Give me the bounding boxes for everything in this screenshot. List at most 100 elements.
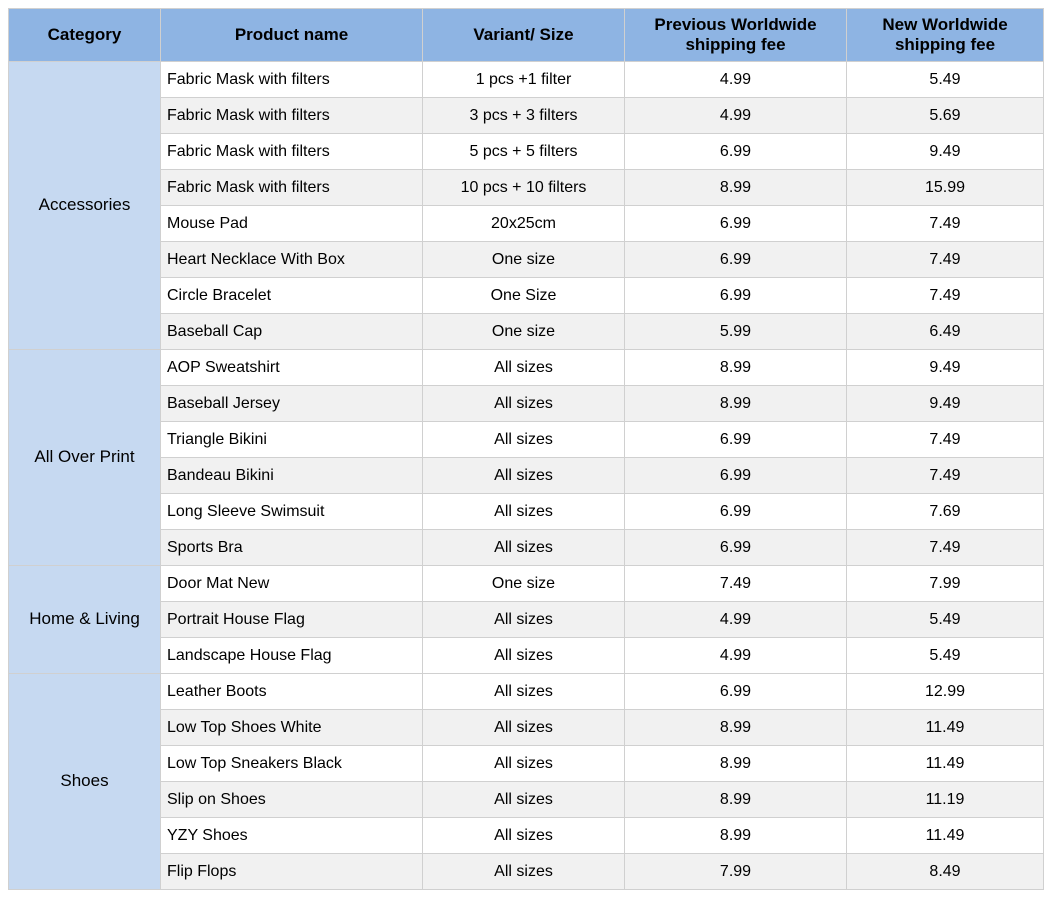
- variant-cell: All sizes: [423, 854, 625, 890]
- product-cell: Leather Boots: [161, 674, 423, 710]
- variant-cell: All sizes: [423, 674, 625, 710]
- product-cell: Mouse Pad: [161, 206, 423, 242]
- variant-cell: All sizes: [423, 422, 625, 458]
- product-cell: Portrait House Flag: [161, 602, 423, 638]
- new-fee-cell: 9.49: [847, 134, 1044, 170]
- prev-fee-cell: 6.99: [625, 458, 847, 494]
- table-row: Baseball CapOne size5.996.49: [9, 314, 1044, 350]
- table-row: Long Sleeve SwimsuitAll sizes6.997.69: [9, 494, 1044, 530]
- new-fee-cell: 7.49: [847, 278, 1044, 314]
- table-row: Low Top Shoes WhiteAll sizes8.9911.49: [9, 710, 1044, 746]
- table-row: YZY ShoesAll sizes8.9911.49: [9, 818, 1044, 854]
- new-fee-cell: 6.49: [847, 314, 1044, 350]
- prev-fee-cell: 4.99: [625, 602, 847, 638]
- product-cell: YZY Shoes: [161, 818, 423, 854]
- new-fee-cell: 15.99: [847, 170, 1044, 206]
- product-cell: Baseball Jersey: [161, 386, 423, 422]
- category-cell: Accessories: [9, 62, 161, 350]
- variant-cell: 10 pcs + 10 filters: [423, 170, 625, 206]
- new-fee-cell: 7.69: [847, 494, 1044, 530]
- product-cell: Bandeau Bikini: [161, 458, 423, 494]
- new-fee-cell: 5.69: [847, 98, 1044, 134]
- table-row: All Over PrintAOP SweatshirtAll sizes8.9…: [9, 350, 1044, 386]
- product-cell: Fabric Mask with filters: [161, 62, 423, 98]
- product-cell: Circle Bracelet: [161, 278, 423, 314]
- prev-fee-cell: 6.99: [625, 494, 847, 530]
- variant-cell: 1 pcs +1 filter: [423, 62, 625, 98]
- product-cell: Triangle Bikini: [161, 422, 423, 458]
- col-header-0: Category: [9, 9, 161, 62]
- product-cell: Low Top Shoes White: [161, 710, 423, 746]
- product-cell: Fabric Mask with filters: [161, 170, 423, 206]
- prev-fee-cell: 7.49: [625, 566, 847, 602]
- variant-cell: All sizes: [423, 386, 625, 422]
- table-row: Bandeau BikiniAll sizes6.997.49: [9, 458, 1044, 494]
- prev-fee-cell: 8.99: [625, 782, 847, 818]
- product-cell: Fabric Mask with filters: [161, 134, 423, 170]
- prev-fee-cell: 8.99: [625, 818, 847, 854]
- variant-cell: All sizes: [423, 710, 625, 746]
- product-cell: Heart Necklace With Box: [161, 242, 423, 278]
- prev-fee-cell: 5.99: [625, 314, 847, 350]
- prev-fee-cell: 7.99: [625, 854, 847, 890]
- new-fee-cell: 7.49: [847, 206, 1044, 242]
- new-fee-cell: 12.99: [847, 674, 1044, 710]
- product-cell: Low Top Sneakers Black: [161, 746, 423, 782]
- variant-cell: One size: [423, 314, 625, 350]
- table-row: Home & LivingDoor Mat NewOne size7.497.9…: [9, 566, 1044, 602]
- shipping-fee-table: CategoryProduct nameVariant/ SizePreviou…: [8, 8, 1044, 890]
- prev-fee-cell: 6.99: [625, 530, 847, 566]
- variant-cell: All sizes: [423, 638, 625, 674]
- prev-fee-cell: 8.99: [625, 350, 847, 386]
- new-fee-cell: 5.49: [847, 602, 1044, 638]
- category-cell: Shoes: [9, 674, 161, 890]
- prev-fee-cell: 6.99: [625, 422, 847, 458]
- table-row: Landscape House FlagAll sizes4.995.49: [9, 638, 1044, 674]
- table-row: Triangle BikiniAll sizes6.997.49: [9, 422, 1044, 458]
- col-header-4: New Worldwideshipping fee: [847, 9, 1044, 62]
- product-cell: Long Sleeve Swimsuit: [161, 494, 423, 530]
- table-row: Heart Necklace With BoxOne size6.997.49: [9, 242, 1044, 278]
- variant-cell: 20x25cm: [423, 206, 625, 242]
- product-cell: Landscape House Flag: [161, 638, 423, 674]
- variant-cell: One Size: [423, 278, 625, 314]
- product-cell: Door Mat New: [161, 566, 423, 602]
- table-header: CategoryProduct nameVariant/ SizePreviou…: [9, 9, 1044, 62]
- variant-cell: All sizes: [423, 458, 625, 494]
- category-cell: All Over Print: [9, 350, 161, 566]
- table-row: Portrait House FlagAll sizes4.995.49: [9, 602, 1044, 638]
- prev-fee-cell: 6.99: [625, 278, 847, 314]
- new-fee-cell: 5.49: [847, 62, 1044, 98]
- product-cell: AOP Sweatshirt: [161, 350, 423, 386]
- new-fee-cell: 7.99: [847, 566, 1044, 602]
- prev-fee-cell: 6.99: [625, 242, 847, 278]
- new-fee-cell: 9.49: [847, 386, 1044, 422]
- table-row: AccessoriesFabric Mask with filters1 pcs…: [9, 62, 1044, 98]
- table-body: AccessoriesFabric Mask with filters1 pcs…: [9, 62, 1044, 890]
- variant-cell: 5 pcs + 5 filters: [423, 134, 625, 170]
- prev-fee-cell: 4.99: [625, 62, 847, 98]
- table-row: Sports BraAll sizes6.997.49: [9, 530, 1044, 566]
- product-cell: Baseball Cap: [161, 314, 423, 350]
- variant-cell: All sizes: [423, 602, 625, 638]
- variant-cell: All sizes: [423, 494, 625, 530]
- prev-fee-cell: 8.99: [625, 386, 847, 422]
- prev-fee-cell: 8.99: [625, 746, 847, 782]
- variant-cell: All sizes: [423, 782, 625, 818]
- new-fee-cell: 7.49: [847, 458, 1044, 494]
- prev-fee-cell: 4.99: [625, 638, 847, 674]
- product-cell: Fabric Mask with filters: [161, 98, 423, 134]
- variant-cell: 3 pcs + 3 filters: [423, 98, 625, 134]
- new-fee-cell: 7.49: [847, 242, 1044, 278]
- table-row: Baseball JerseyAll sizes8.999.49: [9, 386, 1044, 422]
- prev-fee-cell: 6.99: [625, 674, 847, 710]
- product-cell: Slip on Shoes: [161, 782, 423, 818]
- variant-cell: All sizes: [423, 530, 625, 566]
- new-fee-cell: 5.49: [847, 638, 1044, 674]
- product-cell: Sports Bra: [161, 530, 423, 566]
- table-row: Mouse Pad20x25cm6.997.49: [9, 206, 1044, 242]
- new-fee-cell: 11.19: [847, 782, 1044, 818]
- table-row: Flip FlopsAll sizes7.998.49: [9, 854, 1044, 890]
- new-fee-cell: 11.49: [847, 818, 1044, 854]
- table-row: Low Top Sneakers BlackAll sizes8.9911.49: [9, 746, 1044, 782]
